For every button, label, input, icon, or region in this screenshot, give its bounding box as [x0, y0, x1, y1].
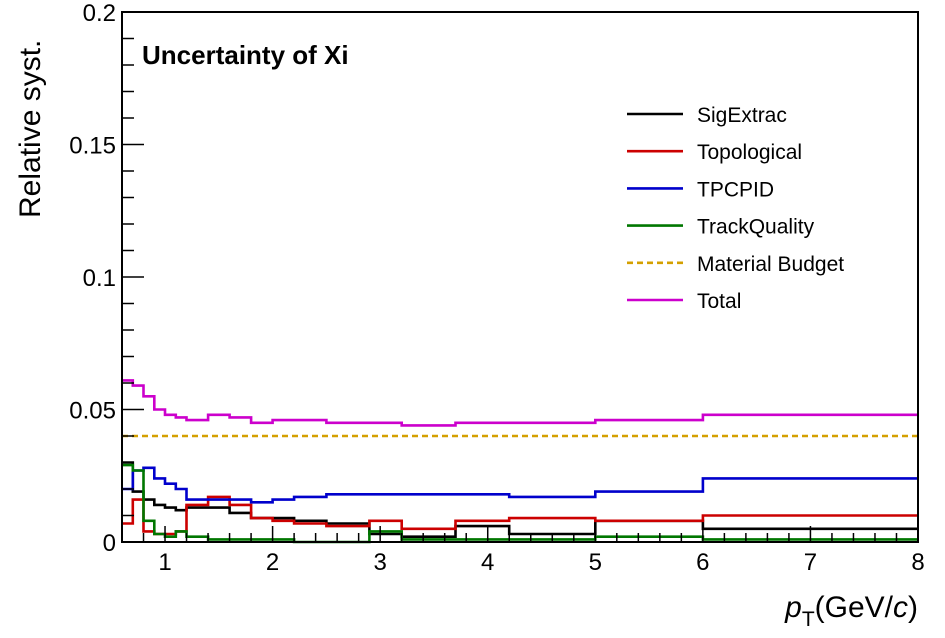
x-axis-title-sub: T: [802, 608, 815, 631]
legend-label: Topological: [697, 141, 802, 164]
legend-label: Total: [697, 290, 741, 313]
y-axis-title: Relative syst.: [14, 40, 47, 218]
y-axis-ticks: 0 0.05 0.1 0.15 0.2: [69, 0, 144, 557]
x-axis-title-unit-post: ): [908, 591, 918, 624]
x-axis-ticks: 1 2 3 4 5 6 7 8: [121, 526, 925, 576]
legend-label: TrackQuality: [697, 216, 815, 239]
x-axis-title-main: p: [784, 591, 802, 624]
x-tick-label: 3: [373, 549, 386, 576]
x-axis-title-unit-pre: (GeV/: [815, 591, 894, 624]
x-tick-label: 6: [696, 549, 709, 576]
x-axis-title-unit-var: c: [893, 591, 908, 624]
y-tick-label: 0.15: [69, 133, 116, 160]
x-tick-label: 1: [158, 549, 171, 576]
legend-label: SigExtrac: [697, 104, 787, 127]
y-tick-label: 0.1: [83, 265, 116, 292]
y-tick-label: 0.05: [69, 398, 116, 425]
x-tick-label: 2: [266, 549, 279, 576]
x-tick-label: 4: [481, 549, 494, 576]
series-line-tpcpid: [122, 466, 918, 504]
legend: SigExtrac Topological TPCPID TrackQuality Ma…: [627, 104, 844, 313]
axes-layer: 1 2 3 4 5 6 7 8 0 0.05 0.1 0.15 0.2: [69, 0, 924, 576]
series-layer: [122, 379, 918, 544]
series-line-total: [122, 379, 918, 427]
legend-label: Material Budget: [697, 253, 844, 276]
series-line-trackquality: [122, 463, 918, 544]
chart-title: Uncertainty of Xi: [142, 40, 349, 70]
legend-label: TPCPID: [697, 178, 774, 201]
x-tick-label: 8: [911, 549, 924, 576]
x-axis-title: pT(GeV/c): [784, 591, 918, 631]
y-tick-label: 0: [103, 530, 116, 557]
plot-frame: [121, 11, 919, 543]
x-tick-label: 5: [589, 549, 602, 576]
x-tick-label: 7: [804, 549, 817, 576]
y-tick-label: 0.2: [83, 0, 116, 27]
